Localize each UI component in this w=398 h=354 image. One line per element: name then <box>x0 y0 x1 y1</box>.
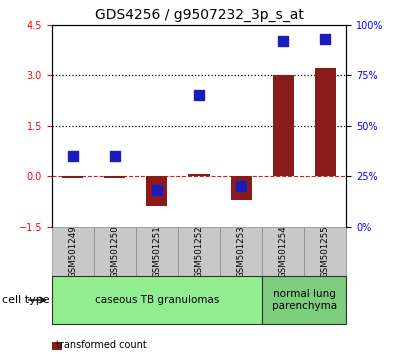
Bar <box>146 176 168 206</box>
Bar <box>94 227 136 276</box>
Bar <box>315 69 336 176</box>
Point <box>112 153 118 159</box>
Point <box>70 153 76 159</box>
Bar <box>262 227 304 276</box>
Bar <box>189 175 209 176</box>
Bar <box>230 176 252 200</box>
Text: GSM501252: GSM501252 <box>195 225 203 278</box>
Text: normal lung
parenchyma: normal lung parenchyma <box>271 289 337 311</box>
Text: GSM501254: GSM501254 <box>279 225 288 278</box>
Bar <box>273 75 294 176</box>
Point <box>154 187 160 193</box>
Text: transformed count: transformed count <box>56 340 146 350</box>
Title: GDS4256 / g9507232_3p_s_at: GDS4256 / g9507232_3p_s_at <box>95 8 303 22</box>
Point <box>280 38 286 44</box>
Point <box>196 93 202 98</box>
Text: cell type: cell type <box>2 295 50 305</box>
Bar <box>52 276 262 324</box>
Bar <box>178 227 220 276</box>
Point <box>238 183 244 189</box>
Bar <box>52 227 94 276</box>
Bar <box>136 227 178 276</box>
Text: GSM501250: GSM501250 <box>110 225 119 278</box>
Text: GSM501255: GSM501255 <box>321 225 330 278</box>
Bar <box>220 227 262 276</box>
Bar <box>262 276 346 324</box>
Text: caseous TB granulomas: caseous TB granulomas <box>95 295 219 305</box>
Text: GSM501253: GSM501253 <box>236 225 246 278</box>
Point <box>322 36 328 42</box>
Text: GSM501249: GSM501249 <box>68 225 77 278</box>
Bar <box>62 176 83 178</box>
Bar <box>304 227 346 276</box>
Bar <box>52 342 62 350</box>
Text: GSM501251: GSM501251 <box>152 225 162 278</box>
Bar <box>104 176 125 178</box>
